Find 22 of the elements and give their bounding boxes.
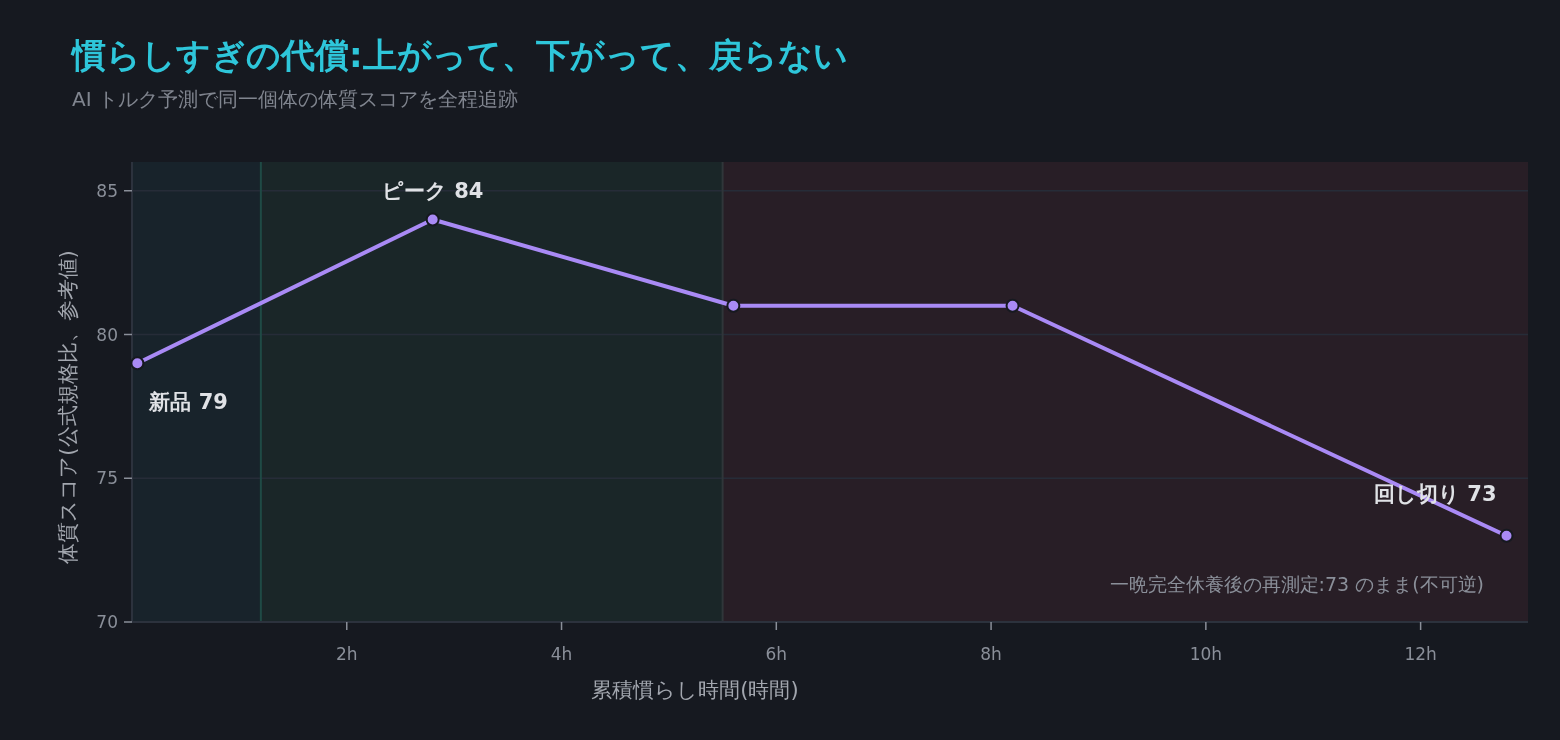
annotation: 新品 79 — [148, 390, 228, 415]
point — [130, 356, 145, 371]
point — [726, 298, 741, 313]
chart-subtitle: AI トルク予測で同一個体の体質スコアを全程追跡 — [72, 87, 518, 111]
y-tick-label: 75 — [96, 468, 118, 489]
point — [425, 212, 440, 227]
point — [1499, 528, 1514, 543]
x-tick-label: 12h — [1404, 644, 1437, 664]
x-tick-label: 8h — [980, 644, 1002, 664]
x-axis-title: 累積慣らし時間(時間) — [591, 678, 799, 702]
x-tick-label: 6h — [765, 644, 788, 664]
chart-title: 慣らしすぎの代償:上がって、下がって、戻らない — [70, 35, 848, 75]
annotation: 一晩完全休養後の再測定:73 のまま(不可逆) — [1109, 573, 1484, 595]
point — [1005, 298, 1020, 313]
x-tick-label: 2h — [335, 644, 358, 664]
y-axis-title: 体質スコア(公式規格比、参考値) — [56, 250, 80, 564]
y-tick-label: 70 — [96, 612, 118, 632]
x-tick-label: 4h — [550, 644, 573, 664]
x-tick-label: 10h — [1189, 644, 1223, 664]
annotation: ピーク 84 — [381, 178, 484, 203]
y-tick-label: 85 — [96, 180, 118, 201]
y-tick-label: 80 — [96, 324, 118, 345]
